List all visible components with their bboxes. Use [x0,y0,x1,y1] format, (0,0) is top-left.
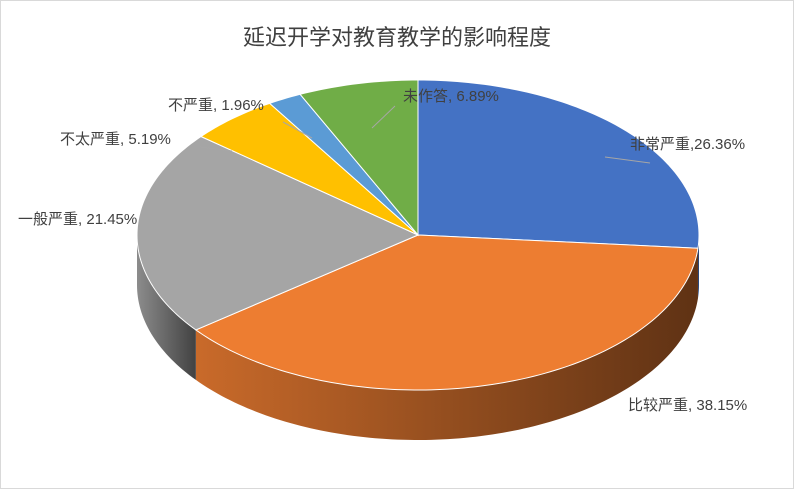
slice [200,102,419,236]
leader-line [199,146,233,152]
data-label: 比较严重, 38.15% [628,396,747,414]
data-label: 不严重, 1.96% [168,97,264,114]
category-label: 不太严重 [60,131,120,148]
data-label: 不太严重, 5.19% [60,131,171,148]
data-label: 非常严重,26.36% [630,136,745,153]
value-label: , 38.15% [688,397,747,414]
slice [268,93,419,236]
value-label: , 21.45% [78,211,137,228]
category-label: 不严重 [168,97,213,114]
slice [417,79,700,249]
leader-line [371,105,396,129]
slice [299,79,419,237]
category-label: 比较严重 [628,396,688,414]
category-label: 未作答 [403,88,448,105]
slice-side [697,235,699,299]
value-label: , 1.96% [213,97,264,114]
data-label: 一般严重, 21.45% [18,211,137,228]
value-label: ,26.36% [690,136,745,153]
slice-side [195,248,698,440]
value-label: , 5.19% [120,131,171,148]
category-label: 一般严重 [18,211,78,228]
category-label: 非常严重 [630,136,690,153]
slice [194,234,699,391]
chart-title: 延迟开学对教育教学的影响程度 [243,25,551,50]
data-label: 未作答, 6.89% [403,88,499,105]
value-label: , 6.89% [448,88,499,105]
slice [136,135,420,331]
leader-line [282,121,313,139]
leader-line [604,156,651,164]
slice-side [137,235,196,380]
